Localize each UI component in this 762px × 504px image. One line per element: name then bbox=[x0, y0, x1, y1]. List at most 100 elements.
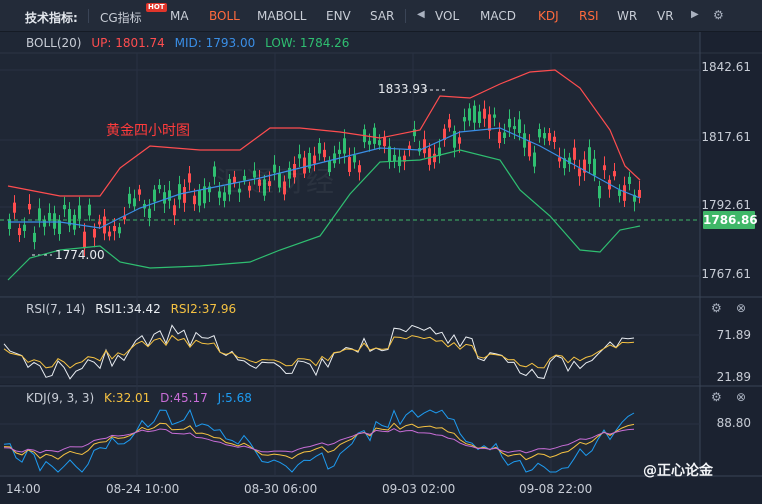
candle-body bbox=[448, 119, 451, 128]
candle-body bbox=[323, 149, 326, 158]
hot-badge: HOT bbox=[146, 3, 167, 12]
indicator-lines bbox=[3, 69, 641, 473]
candle-body bbox=[288, 167, 291, 179]
scroll-left-icon[interactable]: ◀ bbox=[417, 9, 425, 20]
candle-body bbox=[123, 216, 126, 220]
candle-body bbox=[588, 147, 591, 164]
candle-body bbox=[93, 229, 96, 238]
candle-body bbox=[98, 221, 101, 225]
candle-body bbox=[633, 194, 636, 202]
candle-body bbox=[258, 179, 261, 186]
candle-body bbox=[408, 145, 411, 151]
candle-body bbox=[168, 190, 171, 201]
candle-body bbox=[463, 117, 466, 122]
candle-body bbox=[218, 191, 221, 198]
tab-maboll[interactable]: MABOLL bbox=[257, 9, 307, 23]
rsi1-value: RSI1:34.42 bbox=[95, 302, 161, 316]
tab-sar[interactable]: SAR bbox=[370, 9, 395, 23]
candle-body bbox=[498, 131, 501, 143]
candle-body bbox=[598, 185, 601, 199]
rsi-header: RSI(7, 14) RSI1:34.42 RSI2:37.96 bbox=[26, 302, 236, 316]
tab-env[interactable]: ENV bbox=[326, 9, 351, 23]
candle-body bbox=[118, 227, 121, 234]
kdj-indicator: KDJ(9, 3, 3) bbox=[26, 391, 95, 405]
kdj-j-value: J:5.68 bbox=[217, 391, 252, 405]
candle-body bbox=[548, 133, 551, 141]
candle-body bbox=[283, 181, 286, 195]
candle-body bbox=[433, 153, 436, 163]
candle-body bbox=[473, 105, 476, 123]
scroll-right-icon[interactable]: ▶ bbox=[691, 9, 699, 20]
kdj-j-line bbox=[3, 408, 635, 473]
candle-body bbox=[533, 152, 536, 167]
x-tick: 08-24 10:00 bbox=[106, 482, 180, 496]
tab-vol[interactable]: VOL bbox=[435, 9, 460, 23]
y-tick: 1842.61 bbox=[701, 60, 751, 74]
candle-body bbox=[183, 187, 186, 203]
candle-body bbox=[58, 220, 61, 235]
y-tick: 21.89 bbox=[716, 370, 751, 384]
gear-icon[interactable]: ⚙ bbox=[713, 8, 724, 22]
candle-body bbox=[543, 133, 546, 139]
candle-body bbox=[558, 157, 561, 162]
candle-body bbox=[523, 133, 526, 148]
candle-body bbox=[343, 138, 346, 154]
close-icon[interactable]: ⊗ bbox=[736, 390, 747, 404]
tab-vr[interactable]: VR bbox=[657, 9, 674, 23]
candle-body bbox=[503, 132, 506, 138]
candle-body bbox=[208, 186, 211, 193]
candle-body bbox=[38, 208, 41, 221]
candle-body bbox=[63, 204, 66, 210]
tab-cg[interactable]: CG指标 bbox=[100, 11, 142, 25]
y-tick: 1817.61 bbox=[701, 130, 751, 144]
candle-body bbox=[568, 157, 571, 165]
close-icon[interactable]: ⊗ bbox=[736, 301, 747, 315]
tab-boll[interactable]: BOLL bbox=[209, 9, 240, 23]
high-annotation: 1833.93 bbox=[378, 82, 428, 96]
candle-body bbox=[338, 149, 341, 154]
gear-icon[interactable]: ⚙ bbox=[711, 390, 722, 404]
candle-body bbox=[43, 220, 46, 227]
toolbar-label: 技术指标: bbox=[25, 11, 78, 25]
tab-rsi[interactable]: RSI bbox=[579, 9, 599, 23]
candle-body bbox=[113, 225, 116, 232]
candle-body bbox=[178, 184, 181, 200]
candle-body bbox=[493, 114, 496, 118]
tab-wr[interactable]: WR bbox=[617, 9, 638, 23]
candle-body bbox=[528, 141, 531, 157]
boll-low-line bbox=[7, 149, 641, 281]
kdj-d-value: D:45.17 bbox=[160, 391, 208, 405]
candle-body bbox=[193, 195, 196, 205]
candle-body bbox=[368, 140, 371, 145]
x-tick: 09-03 02:00 bbox=[382, 482, 456, 496]
candle-body bbox=[333, 153, 336, 164]
candle-body bbox=[198, 190, 201, 206]
candle-body bbox=[413, 129, 416, 137]
kdj-panel-bg bbox=[0, 387, 700, 475]
candle-body bbox=[538, 129, 541, 138]
candle-body bbox=[48, 212, 51, 221]
candle-body bbox=[458, 137, 461, 144]
candle-body bbox=[623, 185, 626, 201]
tab-macd[interactable]: MACD bbox=[480, 9, 516, 23]
boll-mid: MID: 1793.00 bbox=[174, 36, 256, 50]
rsi2-line bbox=[3, 334, 635, 369]
y-tick: 88.80 bbox=[716, 416, 751, 430]
tab-kdj[interactable]: KDJ bbox=[538, 9, 559, 23]
candle-body bbox=[468, 108, 471, 121]
indicator-toolbar: 技术指标: CG指标 HOT MA BOLL MABOLL ENV SAR ◀ … bbox=[0, 0, 762, 32]
candle-body bbox=[128, 193, 131, 204]
candle-body bbox=[268, 181, 271, 187]
tab-ma[interactable]: MA bbox=[170, 9, 189, 23]
candle-body bbox=[508, 118, 511, 128]
candle-body bbox=[23, 224, 26, 231]
candle-body bbox=[443, 128, 446, 141]
candle-body bbox=[133, 198, 136, 207]
candle-body bbox=[483, 108, 486, 119]
candle-body bbox=[303, 157, 306, 174]
gear-icon[interactable]: ⚙ bbox=[711, 301, 722, 315]
candle-body bbox=[563, 158, 566, 169]
candle-body bbox=[73, 214, 76, 230]
candle-body bbox=[628, 176, 631, 184]
